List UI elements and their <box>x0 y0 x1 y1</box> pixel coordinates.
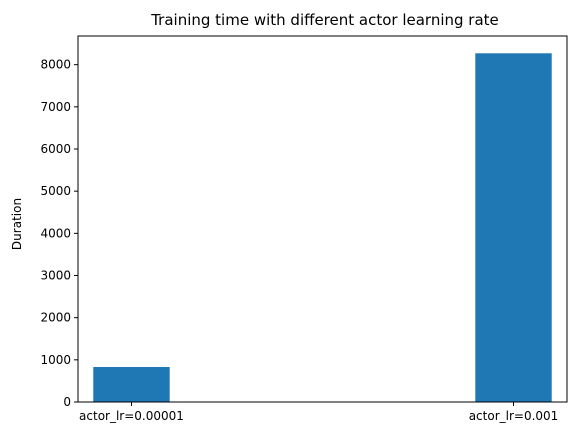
y-tick-label-2000: 2000 <box>40 311 71 325</box>
y-tick-label-8000: 8000 <box>40 58 71 72</box>
y-tick-label-3000: 3000 <box>40 269 71 283</box>
axes-frame <box>77 35 568 403</box>
plot-area: 0 1000 2000 3000 4000 5000 6000 7000 8000 actor_l… <box>40 35 568 423</box>
y-tick-label-7000: 7000 <box>40 100 71 114</box>
y-tick-label-1000: 1000 <box>40 353 71 367</box>
x-tick-label-1: actor_lr=0.00001 <box>79 409 184 423</box>
chart-title: Training time with different actor learn… <box>150 11 499 29</box>
bar-2 <box>475 53 552 402</box>
x-tick-label-2: actor_lr=0.001 <box>469 409 559 423</box>
y-tick-label-5000: 5000 <box>40 184 71 198</box>
bar-1 <box>93 367 170 402</box>
y-tick-label-4000: 4000 <box>40 226 71 240</box>
y-axis-label: Duration <box>10 198 24 250</box>
y-tick-label-6000: 6000 <box>40 142 71 156</box>
y-tick-label-0: 0 <box>63 395 71 409</box>
